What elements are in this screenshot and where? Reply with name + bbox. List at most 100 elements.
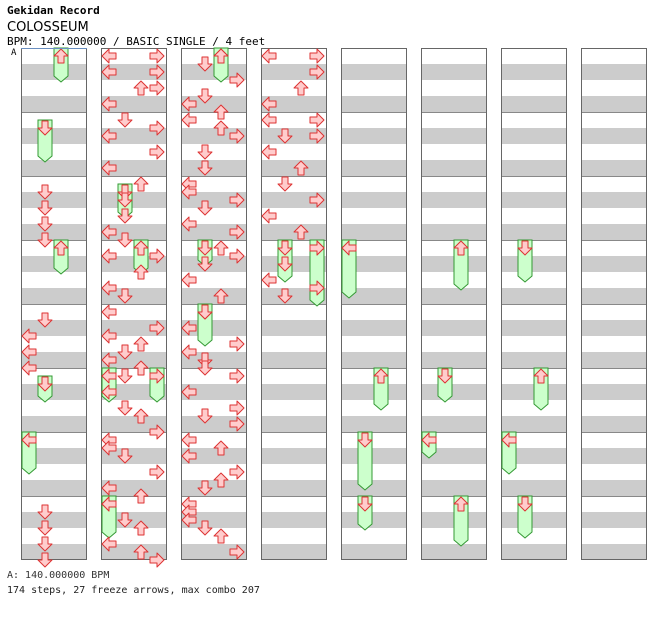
arrow-left	[261, 96, 277, 112]
arrow-down	[117, 232, 133, 248]
arrow-down	[117, 448, 133, 464]
arrow-up	[53, 240, 69, 256]
arrow-right	[149, 368, 165, 384]
arrow-left	[181, 184, 197, 200]
arrow-up	[213, 528, 229, 544]
arrow-left	[181, 384, 197, 400]
arrow-left	[261, 208, 277, 224]
arrow-right	[309, 192, 325, 208]
arrow-right	[229, 544, 245, 560]
arrow-down	[37, 184, 53, 200]
site-title: Gekidan Record	[7, 4, 100, 17]
arrow-right	[149, 80, 165, 96]
arrow-down	[437, 368, 453, 384]
arrow-up	[453, 240, 469, 256]
arrow-down	[197, 144, 213, 160]
arrow-right	[309, 128, 325, 144]
arrow-right	[149, 64, 165, 80]
arrow-left	[101, 224, 117, 240]
arrow-left	[101, 440, 117, 456]
arrow-down	[117, 368, 133, 384]
arrow-down	[117, 288, 133, 304]
arrow-up	[133, 360, 149, 376]
arrow-right	[229, 224, 245, 240]
arrow-down	[117, 192, 133, 208]
arrow-down	[37, 504, 53, 520]
arrow-down	[277, 176, 293, 192]
arrow-left	[181, 512, 197, 528]
arrow-down	[517, 240, 533, 256]
arrow-left	[341, 240, 357, 256]
arrow-left	[101, 384, 117, 400]
freeze-arrow-down	[357, 431, 373, 491]
arrow-up	[133, 80, 149, 96]
arrow-up	[133, 488, 149, 504]
arrow-down	[117, 208, 133, 224]
arrow-right	[229, 336, 245, 352]
arrow-left	[421, 432, 437, 448]
arrow-up	[213, 472, 229, 488]
arrow-down	[117, 400, 133, 416]
arrow-down	[277, 288, 293, 304]
arrow-left	[181, 96, 197, 112]
chart-column	[421, 48, 487, 560]
arrow-left	[21, 328, 37, 344]
arrow-down	[197, 256, 213, 272]
arrow-left	[101, 328, 117, 344]
arrow-left	[21, 432, 37, 448]
arrow-up	[133, 408, 149, 424]
arrow-up	[133, 176, 149, 192]
arrow-up	[453, 496, 469, 512]
arrow-up	[533, 368, 549, 384]
arrow-down	[197, 408, 213, 424]
arrow-down	[37, 536, 53, 552]
arrow-left	[101, 280, 117, 296]
arrow-down	[197, 304, 213, 320]
arrow-down	[197, 56, 213, 72]
arrow-left	[101, 480, 117, 496]
arrow-down	[517, 496, 533, 512]
arrow-left	[261, 112, 277, 128]
arrow-down	[197, 200, 213, 216]
arrow-right	[229, 192, 245, 208]
arrow-left	[261, 144, 277, 160]
arrow-left	[261, 272, 277, 288]
arrow-up	[213, 48, 229, 64]
arrow-down	[197, 88, 213, 104]
arrow-right	[309, 48, 325, 64]
arrow-right	[149, 424, 165, 440]
arrow-down	[37, 216, 53, 232]
arrow-up	[373, 368, 389, 384]
footer-stats: 174 steps, 27 freeze arrows, max combo 2…	[7, 585, 260, 596]
arrow-left	[181, 432, 197, 448]
arrow-down	[37, 200, 53, 216]
arrow-down	[277, 128, 293, 144]
arrow-left	[101, 64, 117, 80]
arrow-right	[309, 240, 325, 256]
song-title: COLOSSEUM	[7, 20, 89, 35]
arrow-right	[229, 416, 245, 432]
chart-column	[261, 48, 327, 560]
arrow-right	[149, 320, 165, 336]
arrow-left	[181, 112, 197, 128]
arrow-up	[133, 336, 149, 352]
arrow-up	[133, 520, 149, 536]
chart-column	[21, 48, 87, 560]
arrow-left	[101, 48, 117, 64]
arrow-left	[181, 272, 197, 288]
arrow-right	[229, 400, 245, 416]
arrow-left	[101, 536, 117, 552]
freeze-arrow-left	[341, 239, 357, 299]
arrow-right	[149, 464, 165, 480]
chart-column	[341, 48, 407, 560]
arrow-left	[101, 304, 117, 320]
arrow-right	[229, 128, 245, 144]
arrow-down	[357, 432, 373, 448]
arrow-up	[213, 440, 229, 456]
arrow-up	[213, 240, 229, 256]
arrow-down	[37, 376, 53, 392]
arrow-left	[261, 48, 277, 64]
arrow-down	[357, 496, 373, 512]
arrow-down	[277, 256, 293, 272]
